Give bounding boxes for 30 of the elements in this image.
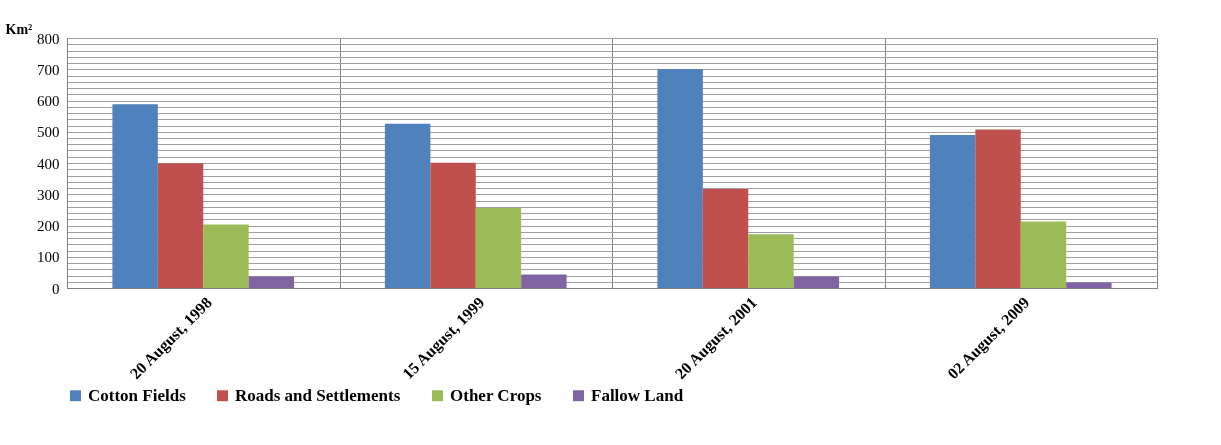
bar bbox=[248, 276, 295, 288]
y-tick-label: 800 bbox=[37, 30, 60, 47]
legend-label: Fallow Land bbox=[591, 385, 684, 405]
legend-label: Cotton Fields bbox=[88, 385, 187, 405]
y-tick-label: 100 bbox=[37, 249, 60, 266]
bar bbox=[1066, 282, 1112, 288]
bar bbox=[475, 208, 522, 288]
legend-label: Other Crops bbox=[450, 385, 542, 405]
y-tick-label: 0 bbox=[52, 280, 60, 297]
bar bbox=[203, 224, 249, 288]
y-tick-label: 400 bbox=[37, 155, 60, 172]
y-axis-title: Km² bbox=[5, 21, 33, 37]
bar bbox=[521, 274, 567, 288]
bar bbox=[975, 129, 1021, 288]
legend-label: Roads and Settlements bbox=[235, 385, 401, 405]
y-tick-label: 500 bbox=[37, 124, 60, 141]
y-tick-label: 200 bbox=[37, 218, 60, 234]
bar bbox=[384, 123, 431, 288]
y-tick-label: 300 bbox=[37, 186, 60, 203]
bar bbox=[430, 162, 476, 288]
bar bbox=[1020, 221, 1067, 288]
bar bbox=[157, 163, 204, 288]
bar bbox=[657, 68, 703, 288]
bar bbox=[929, 134, 976, 288]
bar bbox=[702, 188, 749, 288]
bar bbox=[748, 234, 794, 288]
bar bbox=[793, 276, 840, 288]
bar bbox=[112, 104, 158, 288]
y-tick-label: 600 bbox=[37, 93, 60, 109]
y-tick-label: 700 bbox=[37, 61, 60, 78]
